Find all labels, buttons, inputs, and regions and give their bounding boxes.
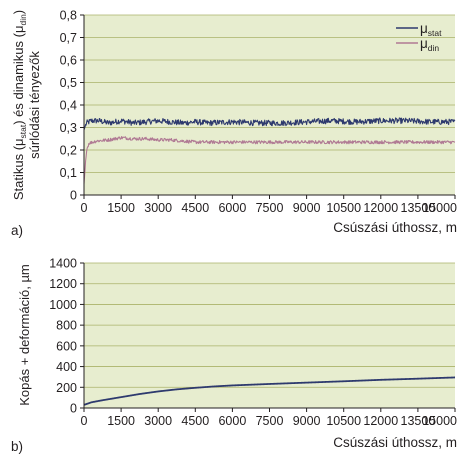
a-y-tick-label: 0,4 — [60, 99, 77, 113]
a-y-tick-label: 0,6 — [60, 54, 77, 68]
panel-b-grid — [84, 262, 455, 388]
b-x-tick-label: 10500 — [326, 414, 361, 428]
a-y-tick-label: 0,8 — [60, 9, 77, 23]
panel-b-x-axis-label: Csúszási úthossz, m — [333, 435, 457, 450]
b-x-tick-label: 7500 — [256, 414, 284, 428]
b-y-tick-label: 1400 — [49, 257, 77, 271]
b-x-tick-label: 1500 — [107, 414, 135, 428]
legend-label-mu-stat: μstat — [420, 21, 442, 38]
panel-a-x-tick-labels: 0 1500 3000 4500 6000 7500 9000 10500 12000 13500… — [81, 201, 458, 215]
a-x-tick-label: 15000 — [422, 201, 457, 215]
panel-a-y-axis-label-line2: súrlódási tényezők — [27, 51, 42, 159]
a-x-tick-label: 10500 — [326, 201, 361, 215]
b-x-tick-label: 3000 — [144, 414, 172, 428]
panel-b-label: b) — [11, 439, 23, 454]
a-x-tick-label: 3000 — [144, 201, 172, 215]
a-y-tick-label: 0 — [70, 189, 77, 203]
panel-a-grid — [84, 14, 455, 173]
b-y-tick-label: 400 — [56, 360, 77, 374]
panel-a-y-tick-labels: 0 0,1 0,2 0,3 0,4 0,5 0,6 0,7 0,8 — [60, 9, 77, 203]
a-x-tick-label: 12000 — [363, 201, 398, 215]
b-y-tick-label: 600 — [56, 339, 77, 353]
panel-b-axes — [80, 262, 456, 412]
b-x-tick-label: 15000 — [422, 414, 457, 428]
b-y-tick-label: 0 — [70, 402, 77, 416]
b-x-tick-label: 4500 — [181, 414, 209, 428]
b-y-tick-label: 1000 — [49, 298, 77, 312]
a-x-tick-label: 7500 — [256, 201, 284, 215]
a-y-tick-label: 0,3 — [60, 121, 77, 135]
a-x-tick-label: 13500 — [401, 201, 436, 215]
legend-label-mu-din: μdin — [420, 36, 439, 53]
panel-b-plot-area — [84, 263, 455, 408]
panel-a-chart: 0 0,1 0,2 0,3 0,4 0,5 0,6 0,7 0,8 0 1500 3000 4500 6… — [11, 9, 457, 239]
panel-a-label: a) — [11, 223, 23, 238]
a-y-tick-label: 0,5 — [60, 76, 77, 90]
a-y-tick-label: 0,2 — [60, 144, 77, 158]
panel-a-y-axis-label-line1: Statikus (μstat) és dinamikus (μdin) — [11, 10, 28, 200]
legend: μstat μdin — [396, 21, 442, 53]
a-x-tick-label: 1500 — [107, 201, 135, 215]
b-x-tick-label: 12000 — [363, 414, 398, 428]
a-y-tick-label: 0,7 — [60, 31, 77, 45]
b-x-tick-label: 13500 — [401, 414, 436, 428]
a-series-line-0 — [83, 117, 456, 130]
a-y-tick-label: 0,1 — [60, 166, 77, 180]
b-series-line-0 — [83, 376, 456, 406]
a-x-tick-label: 6000 — [218, 201, 246, 215]
panel-b-y-tick-labels: 0 200 400 600 800 1000 1200 1400 — [49, 257, 77, 416]
panel-b-chart: 0 200 400 600 800 1000 1200 1400 0 1500 3000 4500 6… — [11, 257, 457, 455]
b-x-tick-label: 9000 — [293, 414, 321, 428]
panel-a-x-axis-label: Csúszási úthossz, m — [333, 220, 457, 235]
a-x-tick-label: 0 — [81, 201, 88, 215]
b-y-tick-label: 800 — [56, 319, 77, 333]
a-series-line-1 — [83, 136, 456, 184]
b-x-tick-label: 0 — [81, 414, 88, 428]
a-x-tick-label: 4500 — [181, 201, 209, 215]
b-y-tick-label: 200 — [56, 381, 77, 395]
a-x-tick-label: 9000 — [293, 201, 321, 215]
panel-a-series — [83, 117, 456, 184]
b-y-tick-label: 1200 — [49, 277, 77, 291]
panel-b-y-axis-label: Kopás + deformáció, µm — [17, 264, 32, 406]
b-x-tick-label: 6000 — [218, 414, 246, 428]
panel-b-x-tick-labels: 0 1500 3000 4500 6000 7500 9000 10500 12000 13500… — [81, 414, 458, 428]
panel-b-series — [83, 376, 456, 406]
panel-a-axes — [80, 14, 456, 199]
